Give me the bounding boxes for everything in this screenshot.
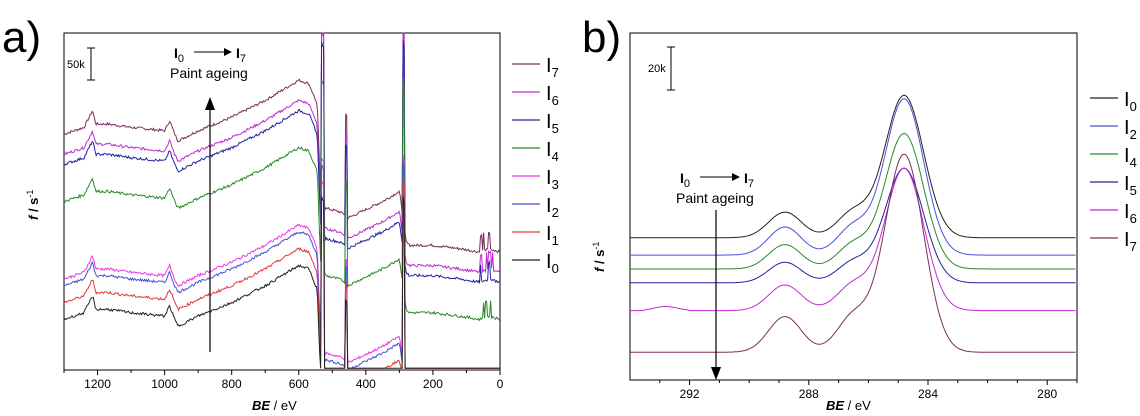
panel-b-ann-end: I7 xyxy=(744,170,754,190)
panel-a-x-tick-label: 400 xyxy=(356,377,376,391)
panel-a-series-line xyxy=(63,32,501,254)
panel-b-legend-label: I0 xyxy=(1124,89,1137,114)
panel-b-ann-label: Paint ageing xyxy=(676,190,754,206)
panel-a-legend-label: I4 xyxy=(546,139,559,164)
panel-a-series-line xyxy=(63,179,500,369)
panel-b-legend-label: I7 xyxy=(1124,229,1137,254)
panel-b-legend-label: I4 xyxy=(1124,145,1137,170)
panel-b-x-tick-label: 292 xyxy=(680,387,700,401)
panel-b-ann-start: I0 xyxy=(680,170,690,190)
panel-b-x-tick-label: 280 xyxy=(1037,387,1057,401)
panel-a-legend-label: I6 xyxy=(546,83,559,108)
panel-a-series-line xyxy=(63,154,500,369)
panel-b-series-line xyxy=(630,132,1076,270)
panel-b-series-line xyxy=(630,167,1076,284)
panel-b-xlabel: BE / eV xyxy=(826,398,871,413)
panel-a-ann-start: I0 xyxy=(174,45,184,65)
panel-a-legend-label: I7 xyxy=(546,55,559,80)
panel-a-plot-area xyxy=(63,31,501,369)
panel-a-x-axis: 1200 1000 800 600 400 200 0 xyxy=(63,370,504,391)
panel-b-ann-arrowhead xyxy=(732,173,740,181)
panel-a-legend-label: I5 xyxy=(546,111,559,136)
panel-a-x-tick-label: 200 xyxy=(423,377,443,391)
panel-a-x-tick-label: 600 xyxy=(289,377,309,391)
panel-a-legend-label: I1 xyxy=(546,223,559,248)
panel-a-x-tick-label: 0 xyxy=(497,377,504,391)
panel-a-series-line xyxy=(63,31,501,274)
panel-b-series-line xyxy=(630,153,1076,353)
panel-b-legend-label: I2 xyxy=(1124,117,1137,142)
panel-b-series-line xyxy=(630,94,1076,239)
panel-b-x-tick-label: 284 xyxy=(918,387,938,401)
panel-b-x-tick-label: 288 xyxy=(799,387,819,401)
panel-a-ageing-arrowhead xyxy=(205,97,215,110)
panel-b-series-line xyxy=(630,98,1076,256)
panel-a-legend-label: I2 xyxy=(546,195,559,220)
panel-b-ylabel: f / s-1 xyxy=(591,242,607,272)
panel-a-series-line xyxy=(63,78,500,322)
panel-a-series-line xyxy=(63,195,500,369)
panel-a-x-tick-label: 800 xyxy=(222,377,242,391)
panel-a-ann-label: Paint ageing xyxy=(170,65,248,81)
panel-b-series-line xyxy=(630,167,1076,312)
panel-a-scale-bar-label: 50k xyxy=(67,59,85,71)
panel-a-letter: a) xyxy=(2,13,41,62)
panel-b-legend-label: I6 xyxy=(1124,201,1137,226)
panel-a-ylabel: f / s-1 xyxy=(25,190,41,220)
panel-a-legend-label: I0 xyxy=(546,251,559,276)
panel-a-xlabel: BE / eV xyxy=(252,398,297,413)
panel-b-plot-area xyxy=(630,94,1076,353)
panel-b-annotation: I0 I7 Paint ageing xyxy=(676,170,754,380)
panel-b-scale-bar-label: 20k xyxy=(648,63,666,75)
panel-a-series-line xyxy=(63,39,500,284)
panel-a-ann-end: I7 xyxy=(236,45,246,65)
panel-a-x-tick-label: 1200 xyxy=(84,377,111,391)
panel-a-x-tick-label: 1000 xyxy=(151,377,178,391)
panel-b-x-axis: 292 288 284 280 xyxy=(659,380,1078,401)
panel-a-annotation: I0 I7 Paint ageing xyxy=(170,45,248,352)
panel-b-ageing-arrowhead xyxy=(711,367,721,380)
panel-a-frame xyxy=(63,32,501,371)
panel-a-legend: I7 I6 I5 I4 I3 I2 I1 I0 xyxy=(512,55,559,276)
panel-b-legend: I0 I2 I4 I5 I6 I7 xyxy=(1090,89,1137,254)
panel-b-frame xyxy=(629,32,1078,381)
panel-a-legend-label: I3 xyxy=(546,167,559,192)
panel-b-legend-label: I5 xyxy=(1124,173,1137,198)
panel-a-ann-arrowhead xyxy=(224,48,232,56)
panel-b-letter: b) xyxy=(582,13,621,62)
